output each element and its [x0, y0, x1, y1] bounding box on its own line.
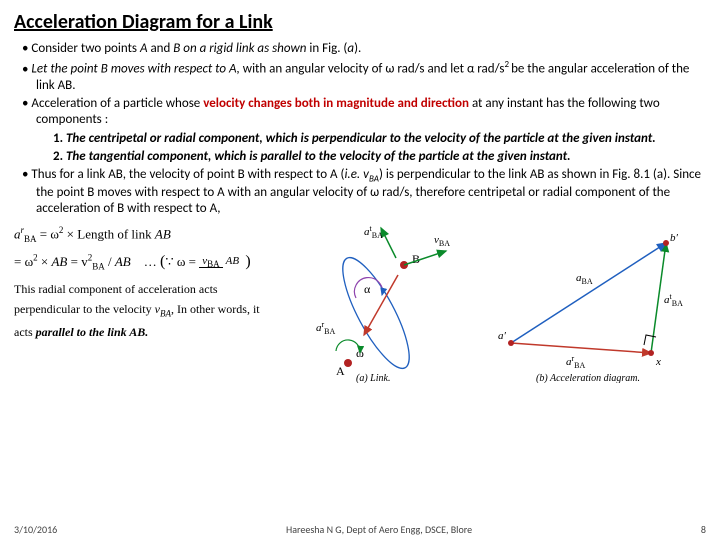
footer: 3/10/2016 Hareesha N G, Dept of Aero Eng…: [14, 524, 706, 537]
svg-text:atBA: atBA: [364, 224, 383, 240]
formula-block: arBA = ω2 × Length of link AB = ω2 × AB …: [14, 223, 274, 342]
link-diagram: A B vBA atBA arBA α ω (a) Link.: [286, 223, 476, 383]
bullet-list: Consider two points A and B on a rigid l…: [14, 41, 706, 217]
page-title: Acceleration Diagram for a Link: [14, 10, 706, 35]
svg-text:arBA: arBA: [316, 320, 336, 336]
bullet-1: Consider two points A and B on a rigid l…: [36, 41, 706, 57]
footer-center: Hareesha N G, Dept of Aero Engg, DSCE, B…: [57, 524, 701, 537]
svg-text:aBA: aBA: [576, 272, 593, 286]
bullet-4: Thus for a link AB, the velocity of poin…: [36, 167, 706, 217]
label-A: A: [336, 364, 345, 378]
footer-page: 8: [701, 524, 706, 537]
svg-text:a′: a′: [498, 330, 507, 342]
svg-text:ω: ω: [356, 346, 364, 360]
formula-line-1: arBA = ω2 × Length of link AB: [14, 223, 274, 247]
caption-b: (b) Acceleration diagram.: [536, 373, 640, 383]
svg-text:b′: b′: [670, 232, 679, 244]
accel-diagram: a′ x b′ aBA arBA atBA (b) Acceleration d…: [486, 223, 686, 383]
caption-a: (a) Link.: [356, 373, 390, 383]
inner-1: The centripetal or radial component, whi…: [66, 131, 706, 147]
inner-list: The centripetal or radial component, whi…: [46, 131, 706, 166]
radial-note: This radial component of acceleration ac…: [14, 279, 274, 342]
footer-date: 3/10/2016: [14, 524, 57, 537]
svg-text:vBA: vBA: [434, 234, 450, 248]
formula-line-2: = ω2 × AB = v2BA / AB … (∵ ω = vBAAB ): [14, 248, 274, 275]
bullet-3: Acceleration of a particle whose velocit…: [36, 96, 706, 165]
svg-text:atBA: atBA: [664, 292, 683, 308]
inner-2: The tangential component, which is paral…: [66, 149, 706, 165]
bullet-2: Let the point B moves with respect to A,…: [36, 59, 706, 94]
svg-text:α: α: [364, 282, 371, 296]
svg-text:x: x: [655, 356, 661, 368]
label-B: B: [412, 252, 420, 266]
svg-text:arBA: arBA: [566, 354, 586, 370]
